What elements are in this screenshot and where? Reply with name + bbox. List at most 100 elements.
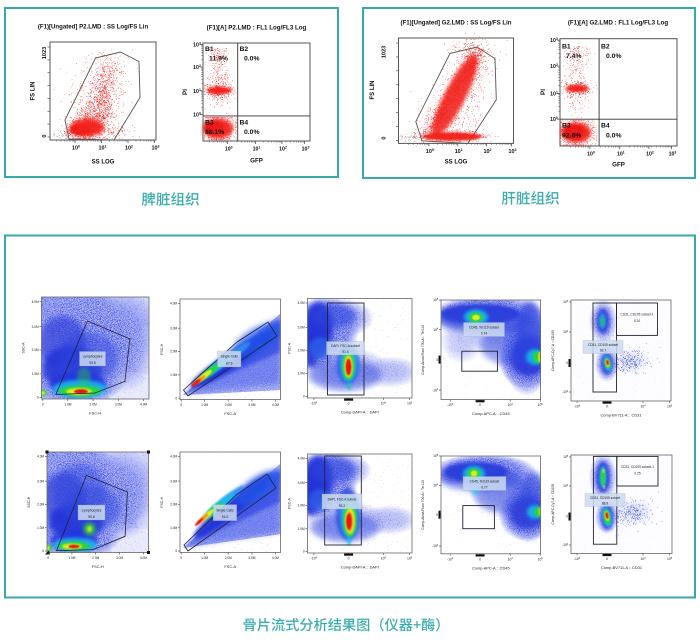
- svg-text:0: 0: [479, 557, 481, 561]
- svg-text:3.0M: 3.0M: [32, 325, 39, 329]
- svg-text:(F1)[Ungated] P2.LMD : SS Log/: (F1)[Ungated] P2.LMD : SS Log/FS Lin: [38, 24, 149, 31]
- svg-text:SS LOG: SS LOG: [92, 160, 115, 166]
- svg-text:3.0M: 3.0M: [298, 481, 305, 485]
- svg-text:105: 105: [667, 557, 673, 561]
- svg-text:4.0M: 4.0M: [32, 300, 39, 304]
- svg-text:1023: 1023: [382, 46, 388, 58]
- svg-text:(F1)[A] P2.LMD : FL1 Log/FL3 L: (F1)[A] P2.LMD : FL1 Log/FL3 Log: [207, 25, 307, 32]
- svg-text:7.4%: 7.4%: [566, 53, 582, 60]
- svg-text:B3: B3: [205, 120, 214, 127]
- svg-text:104: 104: [433, 328, 439, 332]
- svg-text:1.0M: 1.0M: [201, 403, 208, 407]
- svg-text:103: 103: [302, 146, 310, 153]
- svg-text:100: 100: [587, 151, 595, 158]
- svg-text:105: 105: [667, 404, 673, 408]
- svg-text:2.0M: 2.0M: [170, 502, 177, 506]
- svg-text:0: 0: [303, 550, 305, 554]
- svg-text:0: 0: [47, 556, 49, 560]
- svg-text:0.77: 0.77: [481, 485, 487, 489]
- svg-text:100: 100: [193, 112, 201, 119]
- svg-text:-104: -104: [432, 388, 439, 392]
- svg-text:1023: 1023: [42, 47, 48, 59]
- svg-text:FSC-A: FSC-A: [288, 498, 292, 509]
- svg-text:101: 101: [617, 151, 625, 158]
- svg-text:102: 102: [193, 64, 201, 71]
- svg-text:104: 104: [640, 404, 646, 408]
- svg-text:2.0M: 2.0M: [90, 403, 97, 407]
- svg-text:FSC-A: FSC-A: [224, 411, 236, 416]
- svg-text:-104: -104: [562, 543, 569, 547]
- svg-text:0: 0: [382, 136, 388, 139]
- svg-text:Lymphocytes: Lymphocytes: [82, 508, 102, 512]
- svg-text:0.0%: 0.0%: [606, 53, 622, 60]
- svg-text:Comp-BV711-A :: CD31: Comp-BV711-A :: CD31: [601, 565, 642, 570]
- svg-text:FS LIN: FS LIN: [370, 81, 376, 100]
- svg-text:DAPI, FSC-A subset: DAPI, FSC-A subset: [328, 497, 357, 501]
- svg-text:4.0M: 4.0M: [272, 556, 279, 560]
- svg-text:103: 103: [550, 37, 558, 44]
- svg-text:Comp-DAPI-A :: DAPI: Comp-DAPI-A :: DAPI: [341, 565, 379, 570]
- svg-text:0.74: 0.74: [481, 331, 487, 335]
- svg-text:90.6: 90.6: [88, 515, 95, 519]
- svg-text:(F1)[Ungated] G2.LMD : SS Log/: (F1)[Ungated] G2.LMD : SS Log/FS Lin: [400, 20, 511, 27]
- svg-text:0: 0: [175, 396, 177, 400]
- svg-text:-104: -104: [574, 557, 581, 561]
- svg-text:1.0M: 1.0M: [37, 526, 44, 530]
- svg-text:SSC-A: SSC-A: [22, 342, 26, 354]
- svg-text:101: 101: [99, 144, 107, 151]
- svg-text:CD31, CD105 subset-1: CD31, CD105 subset-1: [621, 313, 654, 317]
- svg-text:Comp-Alexa Fluor 700-A :: Ter1: Comp-Alexa Fluor 700-A :: Ter119: [421, 325, 425, 375]
- svg-text:0: 0: [175, 549, 177, 553]
- svg-text:SS LOG: SS LOG: [445, 160, 468, 166]
- svg-text:1.0M: 1.0M: [64, 403, 71, 407]
- svg-text:B3: B3: [562, 123, 571, 130]
- svg-text:105: 105: [538, 557, 544, 561]
- svg-text:2.0M: 2.0M: [170, 350, 177, 354]
- svg-text:CD45, Ter119 subset: CD45, Ter119 subset: [470, 479, 500, 483]
- svg-text:3.0M: 3.0M: [248, 403, 255, 407]
- svg-text:104: 104: [381, 401, 387, 405]
- svg-text:PI: PI: [182, 89, 189, 95]
- svg-text:B4: B4: [601, 123, 610, 130]
- svg-text:2.0M: 2.0M: [298, 504, 305, 508]
- svg-text:2.0M: 2.0M: [225, 556, 232, 560]
- svg-text:105: 105: [433, 454, 439, 458]
- svg-text:B2: B2: [601, 44, 610, 51]
- svg-text:Comp-APC-Cy7-A :: CD105: Comp-APC-Cy7-A :: CD105: [551, 484, 555, 525]
- svg-text:0.20: 0.20: [634, 319, 640, 323]
- svg-text:0.25: 0.25: [634, 472, 640, 476]
- svg-text:101: 101: [253, 146, 261, 153]
- svg-text:4.0M: 4.0M: [170, 302, 177, 306]
- svg-text:1.0M: 1.0M: [298, 372, 305, 376]
- svg-text:103: 103: [193, 42, 201, 49]
- svg-text:100: 100: [225, 146, 233, 153]
- svg-text:102: 102: [279, 146, 287, 153]
- svg-text:(F1)[A] G2.LMD : FL1 Log/FL3 L: (F1)[A] G2.LMD : FL1 Log/FL3 Log: [568, 20, 669, 27]
- svg-text:Comp-APC-A :: CD45: Comp-APC-A :: CD45: [472, 411, 510, 416]
- svg-text:104: 104: [563, 330, 569, 334]
- svg-text:GFP: GFP: [250, 158, 263, 165]
- svg-text:0: 0: [566, 361, 568, 365]
- svg-text:102: 102: [484, 148, 492, 155]
- svg-text:101: 101: [193, 88, 201, 95]
- svg-text:0.0%: 0.0%: [606, 133, 622, 140]
- svg-text:91.6: 91.6: [342, 350, 348, 354]
- svg-text:0: 0: [348, 402, 350, 406]
- svg-text:0: 0: [606, 557, 608, 561]
- svg-text:FSC-A: FSC-A: [224, 564, 236, 569]
- svg-text:100: 100: [550, 116, 558, 123]
- svg-text:Single Cells: Single Cells: [221, 355, 239, 359]
- svg-text:93.2: 93.2: [339, 504, 345, 508]
- svg-text:CD31, CD105 subset-1: CD31, CD105 subset-1: [621, 465, 654, 469]
- svg-text:0: 0: [436, 513, 438, 517]
- svg-text:SSC-H: SSC-H: [27, 496, 31, 508]
- svg-text:-104: -104: [447, 403, 454, 407]
- svg-text:-104: -104: [447, 557, 454, 561]
- svg-text:3.0M: 3.0M: [298, 326, 305, 330]
- svg-text:4.0M: 4.0M: [298, 457, 305, 461]
- svg-text:0.0%: 0.0%: [244, 129, 260, 136]
- svg-text:3.0M: 3.0M: [248, 556, 255, 560]
- svg-text:Comp-APC-Cy7-A :: CD105: Comp-APC-Cy7-A :: CD105: [551, 330, 555, 371]
- svg-text:102: 102: [550, 63, 558, 70]
- svg-text:87.6: 87.6: [226, 362, 233, 366]
